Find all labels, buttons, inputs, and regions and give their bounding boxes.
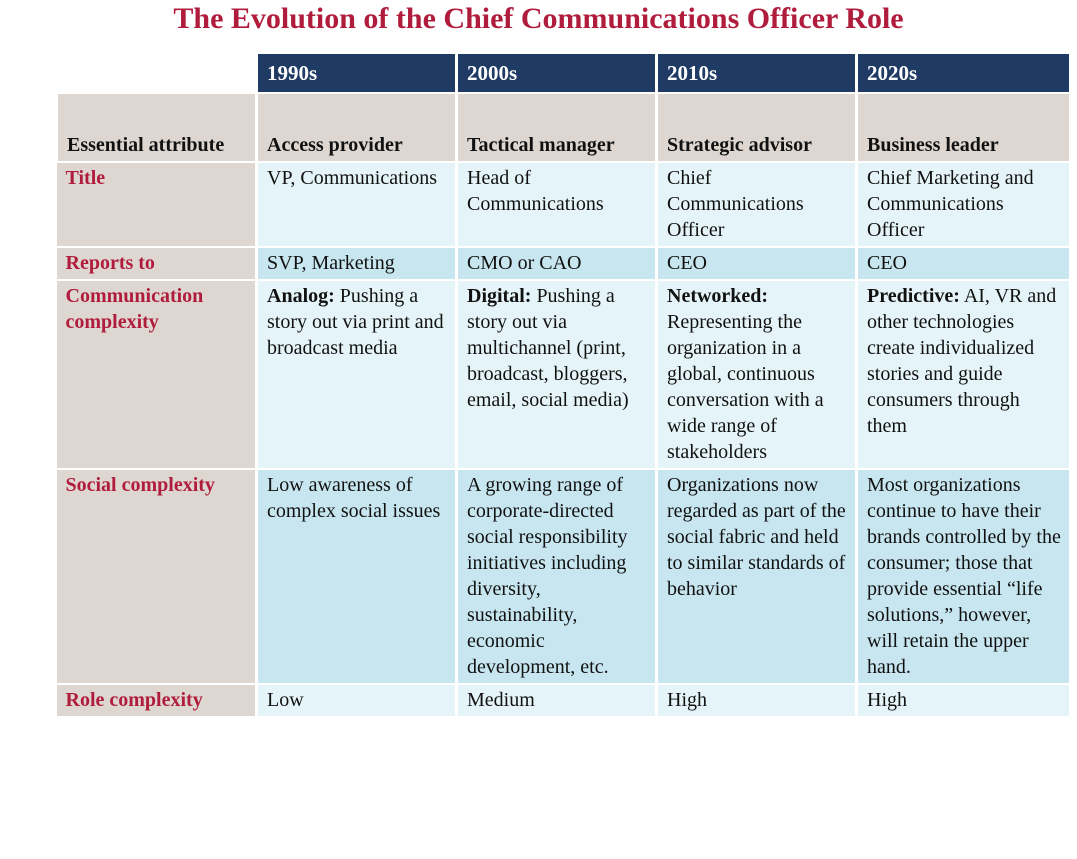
cell: Predictive: AI, VR and other technologie… [855,279,1069,469]
cell: Low [255,683,457,716]
cell: CMO or CAO [455,246,657,280]
cell: SVP, Marketing [255,246,457,280]
cell-lead: Analog: [267,285,335,307]
decade-row: 1990s 2000s 2010s 2020s [55,52,1069,93]
table-body: 1990s 2000s 2010s 2020s Essential attribute A… [55,52,1069,716]
cell: Chief Marketing and Communications Offic… [855,161,1069,247]
decade-header: 1990s [255,52,457,93]
cell: A growing range of corporate-directed so… [455,468,657,684]
role-row: Essential attribute Access provider Tactic… [55,92,1069,162]
row-label: Reports to [56,246,257,280]
cell: Organizations now regarded as part of th… [655,468,857,684]
cell-text: Pushing a story out via multichannel (pr… [467,285,629,411]
table: 1990s 2000s 2010s 2020s Essential attribute A… [55,52,1069,716]
cell-text: Pushing a story out via print and broadc… [267,285,444,359]
table-row: Title VP, Communications Head of Communica… [56,161,1069,247]
title: The Evolution of the Chief Communication… [173,2,904,35]
cell: Networked: Representing the organization… [655,279,857,469]
cell: VP, Communications [255,161,457,247]
cell: Most organizations continue to have thei… [855,468,1069,684]
row-label: Communication complexity [56,279,257,469]
cell: Digital: Pushing a story out via multich… [455,279,657,469]
role-header: Strategic advisor [655,92,857,162]
table-row: Social complexity Low awareness of comple… [56,468,1069,684]
table-row: Role complexity Low Medium High High [56,683,1069,716]
decade-header: 2020s [855,52,1069,93]
cell-lead: Digital: [467,285,532,307]
cell: High [655,683,857,716]
table-row: Communication complexity Analog: Pushing … [56,279,1069,469]
cell: Head of Communications [455,161,657,247]
cell: Chief Communications Officer [655,161,857,247]
row-label: Social complexity [56,468,257,684]
decade-header: 2000s [455,52,657,93]
row-label: Title [56,161,257,247]
table-row: Reports to SVP, Marketing CMO or CAO CEO CEO [56,246,1069,280]
attribute-header: Essential attribute [55,92,257,162]
cell: Analog: Pushing a story out via print an… [255,279,457,469]
cell-lead: Networked: [667,285,769,307]
cell: CEO [655,246,857,280]
cell-text: Representing the organization in a globa… [667,311,824,463]
cell: High [855,683,1069,716]
cell-lead: Predictive: [867,285,960,307]
cell: Medium [455,683,657,716]
cell: Low awareness of complex social issues [255,468,457,684]
blank-cell [55,52,257,93]
role-header: Business leader [855,92,1069,162]
role-header: Tactical manager [455,92,657,162]
cell: CEO [855,246,1069,280]
decade-header: 2010s [655,52,857,93]
cell-text: AI, VR and other technologies create ind… [867,285,1057,437]
role-header: Access provider [255,92,457,162]
row-label: Role complexity [56,683,257,716]
